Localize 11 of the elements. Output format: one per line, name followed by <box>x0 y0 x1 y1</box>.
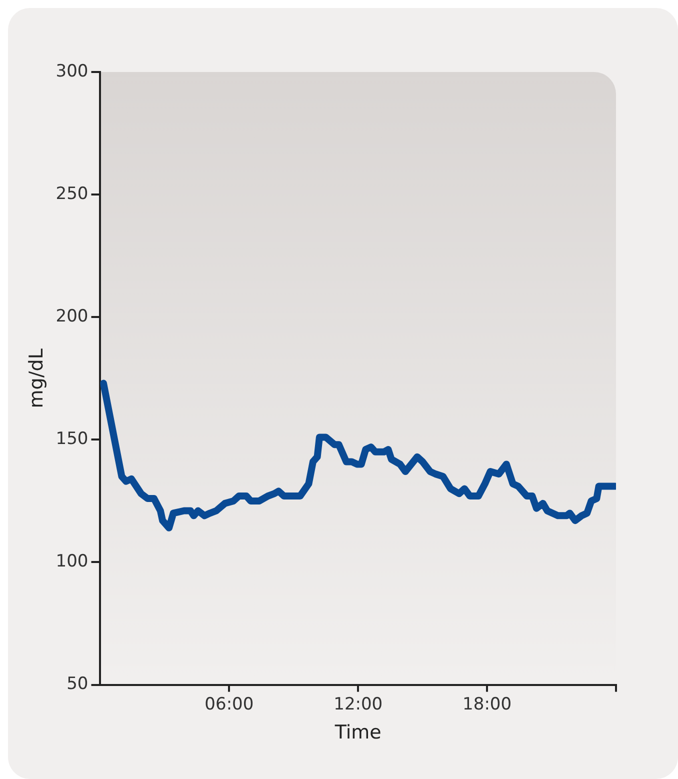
x-tick-label: 06:00 <box>204 694 254 714</box>
y-tick-label: 250 <box>56 184 88 204</box>
y-tick-label: 200 <box>56 306 88 327</box>
y-tick-label: 50 <box>66 674 88 694</box>
x-axis-title: Time <box>334 722 382 744</box>
x-tick-label: 12:00 <box>334 694 383 714</box>
y-tick-label: 150 <box>56 429 88 450</box>
y-axis-title: mg/dL <box>25 348 48 408</box>
y-tick-label: 300 <box>56 61 88 82</box>
x-tick-label: 18:00 <box>462 694 512 714</box>
y-tick-label: 100 <box>56 552 88 572</box>
